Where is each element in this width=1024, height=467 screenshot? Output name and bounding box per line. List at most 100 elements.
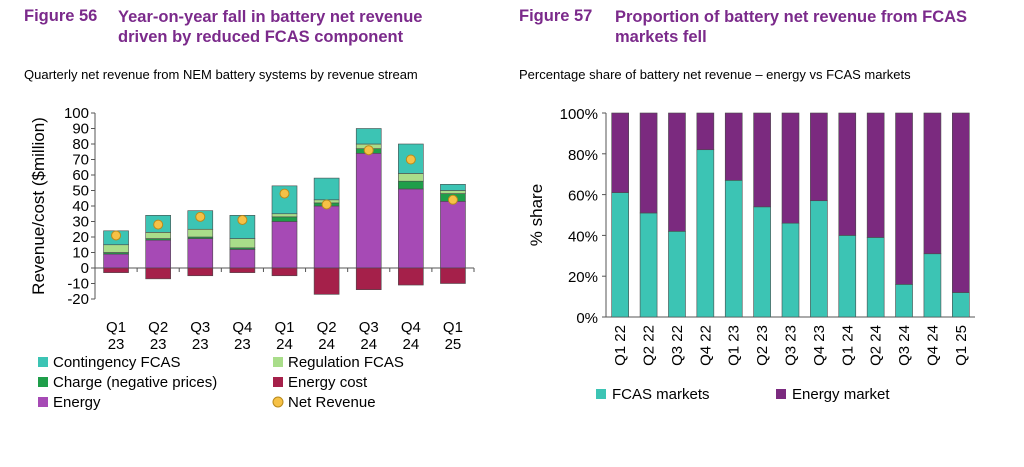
legend-label-contingency-fcas: Contingency FCAS [53,354,181,371]
bar-fcas-markets-q1-22 [611,192,629,318]
legend-swatch-energy-market [776,389,786,399]
x-tick-label-q2-24: Q2 24 [868,325,885,366]
bar-fcas-markets-q3-23 [781,222,800,318]
bar-energy-market-q2-22 [639,112,658,214]
y-axis-label: Revenue/cost ($million) [29,117,48,295]
bar-energy-market-q1-24 [838,112,857,236]
y-tick-label: 100% [560,106,598,123]
net-revenue-point-q2-23 [153,219,164,230]
x-tick-label-q3-22: Q3 22 [669,325,686,366]
legend-swatch-net-revenue [272,396,284,408]
bar-fcas-markets-q1-24 [838,235,857,318]
legend-swatch-energy-cost [273,377,283,387]
bar-fcas-markets-q4-22 [696,149,715,318]
figure56-title: Year-on-year fall in battery net revenue… [118,7,422,47]
bar-energy-cost-q3-23 [187,267,214,277]
x-tick-label-q1-23: Q1 23 [726,325,743,366]
bar-regulation-fcas-q1-25 [440,190,466,194]
x-tick-label-q4-22: Q4 22 [697,325,714,366]
y-tick-label: 40 [72,198,89,215]
y-tick-label: 100 [64,105,89,122]
bar-fcas-markets-q1-23 [724,180,743,318]
legend-label-fcas-markets: FCAS markets [612,386,710,403]
x-tick-label-q3-23-year: 23 [192,336,209,353]
legend-label-energy-cost: Energy cost [288,374,368,391]
y-tick-label: 90 [72,121,89,138]
bar-energy-q4-23 [229,249,256,269]
y-tick-label: 80% [568,147,598,164]
x-tick-label-q1-22: Q1 22 [612,325,629,366]
bar-fcas-markets-q2-24 [866,237,885,318]
bar-energy-cost-q4-23 [229,267,256,273]
x-tick-label-q2-23-year: 23 [150,336,167,353]
y-tick-label: 10 [72,245,89,262]
figure56-subtitle: Quarterly net revenue from NEM battery s… [24,67,418,82]
x-tick-label-q3-23: Q3 [190,319,210,336]
x-tick-label-q1-23-year: 23 [108,336,125,353]
bar-fcas-markets-q2-23 [753,206,771,318]
y-tick-label: 20% [568,269,598,286]
figure57-title: Proportion of battery net revenue from F… [615,7,967,47]
legend-label-charge-negative-prices: Charge (negative prices) [53,374,217,391]
bar-contingency-fcas-q3-24 [355,128,382,145]
bar-fcas-markets-q4-23 [810,200,828,318]
x-tick-label-q2-22: Q2 22 [641,325,658,366]
figure56-number: Figure 56 [24,7,98,25]
x-tick-label-q4-24: Q4 [401,319,421,336]
bar-energy-cost-q4-24 [398,267,424,286]
net-revenue-point-q4-23 [237,214,248,225]
legend-swatch-regulation-fcas [273,357,283,367]
y-tick-label: 40% [568,228,598,245]
y-tick-label: 0% [576,310,598,327]
bar-energy-cost-q1-25 [440,267,466,284]
legend-swatch-fcas-markets [596,389,606,399]
bar-energy-market-q3-23 [781,112,800,224]
bar-energy-q2-23 [145,239,171,269]
x-tick-label-q3-24: Q3 [359,319,379,336]
bar-energy-cost-q1-23 [103,267,129,273]
legend-swatch-contingency-fcas [38,357,48,367]
bar-energy-market-q1-25 [952,112,970,293]
x-tick-label-q2-23: Q2 23 [754,325,771,366]
y-tick-label: 60 [72,167,89,184]
x-tick-label-q4-24: Q4 24 [924,325,941,366]
chart-revenue-share: 0% 20% 40% 60% 80% 100% % share Q1 22 Q2 22 Q3 22… [527,106,975,403]
bar-energy-market-q2-23 [753,112,771,208]
bar-energy-q1-25 [440,201,466,269]
legend-label-energy: Energy [53,394,101,411]
bar-energy-q2-24 [313,205,340,269]
bar-charge-negative-prices-q1-24 [271,216,298,222]
y-tick-label: 0 [81,260,89,277]
x-tick-label-q3-24: Q3 24 [896,325,913,366]
net-revenue-point-q4-24 [405,154,416,165]
bar-fcas-markets-q2-22 [639,212,658,318]
net-revenue-point-q2-24 [321,199,332,210]
bar-charge-negative-prices-q4-24 [398,180,424,190]
bar-contingency-fcas-q1-25 [440,184,466,191]
bar-energy-market-q4-22 [696,112,715,151]
legend-swatch-charge-negative-prices [38,377,48,387]
bar-fcas-markets-q1-25 [952,292,970,318]
x-tick-label-q4-23: Q4 [232,319,252,336]
y-tick-label: 50 [72,183,89,200]
x-tick-label-q1-25-year: 25 [445,336,462,353]
bar-regulation-fcas-q2-23 [145,232,171,239]
y-tick-label: 80 [72,136,89,153]
bar-regulation-fcas-q1-24 [271,213,298,218]
x-tick-label-q3-24-year: 24 [360,336,377,353]
net-revenue-point-q3-24 [363,145,374,156]
x-tick-label-q2-23: Q2 [148,319,168,336]
legend-label-regulation-fcas: Regulation FCAS [288,354,404,371]
bar-energy-cost-q1-24 [271,267,298,277]
bar-regulation-fcas-q3-23 [187,228,214,238]
bar-fcas-markets-q3-22 [668,231,686,318]
bar-regulation-fcas-q4-23 [229,238,256,249]
x-tick-label-q3-23: Q3 23 [783,325,800,366]
y-tick-label: 20 [72,229,89,246]
net-revenue-point-q1-23 [111,230,122,241]
bar-energy-market-q4-24 [923,112,942,255]
bar-energy-cost-q3-24 [355,267,382,291]
y-tick-label: -10 [67,276,89,293]
bar-energy-q4-24 [398,188,424,269]
